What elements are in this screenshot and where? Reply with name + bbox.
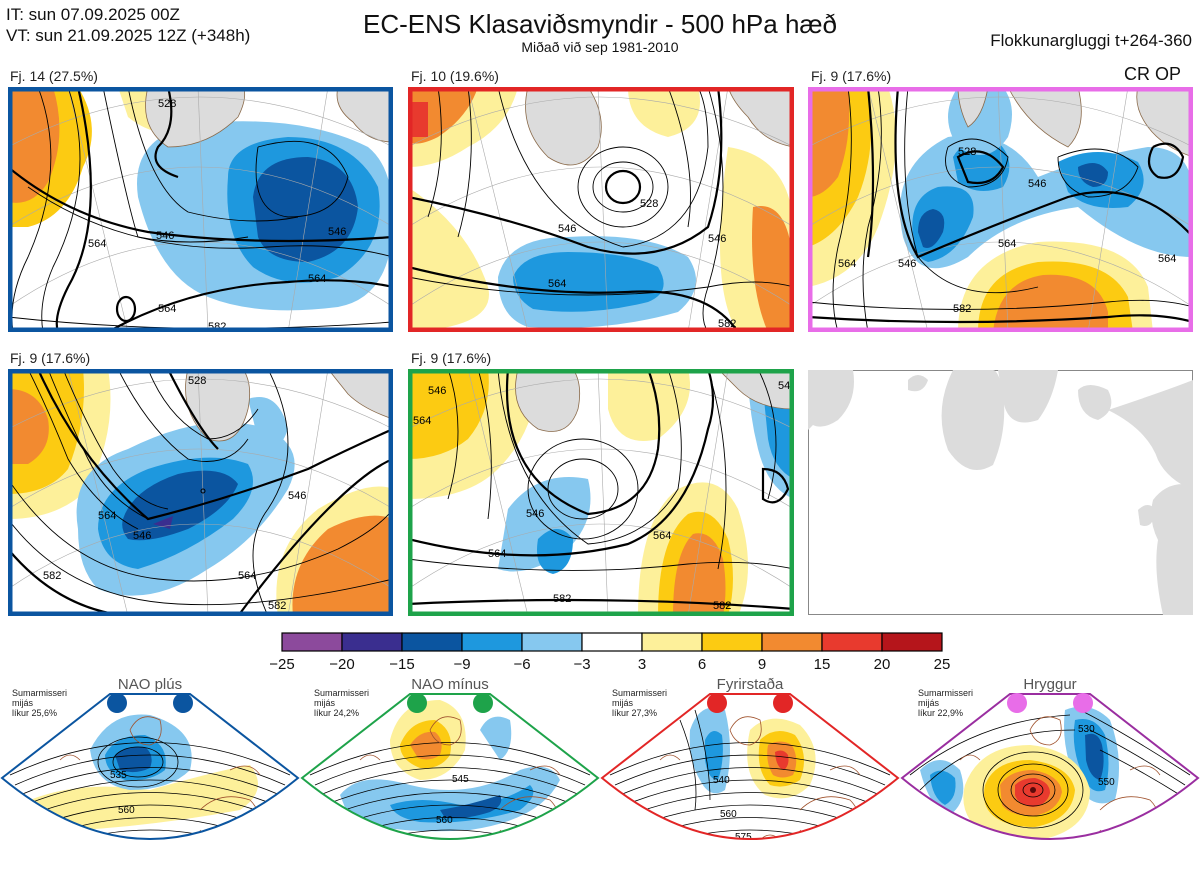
contour-label: 528 bbox=[188, 375, 206, 387]
cluster-map-5[interactable]: 546 564 546 564 564 582 582 546 bbox=[408, 369, 794, 616]
contour-label: 575 bbox=[735, 832, 752, 843]
contour-label: 560 bbox=[720, 809, 737, 820]
colorbar-tick-label: 15 bbox=[813, 656, 831, 673]
contour-label: 564 bbox=[98, 510, 116, 522]
colorbar bbox=[280, 632, 944, 652]
colorbar-tick-label: −6 bbox=[513, 656, 531, 673]
regime-info-nao-plus: Sumarmisseri mijás líkur 25,6% bbox=[12, 688, 68, 718]
colorbar-segment bbox=[281, 632, 343, 652]
colorbar-tick-label: −9 bbox=[453, 656, 471, 673]
contour-label: 564 bbox=[488, 548, 506, 560]
regime-map-ridge[interactable]: 530 550 575 bbox=[900, 690, 1200, 871]
contour-label: 575 bbox=[446, 850, 463, 861]
cluster-map-1[interactable]: 546 546 564 564 564 582 528 bbox=[8, 87, 393, 332]
contour-label: 564 bbox=[1158, 253, 1176, 265]
colorbar-segment bbox=[461, 632, 523, 652]
colorbar-tick-label: 25 bbox=[933, 656, 951, 673]
page-subtitle: Miðað við sep 1981-2010 bbox=[521, 39, 679, 55]
contour-label: 564 bbox=[653, 530, 671, 542]
contour-label: 540 bbox=[713, 775, 730, 786]
regime-info-blocking: Sumarmisseri mijás líkur 27,3% bbox=[612, 688, 668, 718]
contour-label: 560 bbox=[118, 805, 135, 816]
colorbar-tick-label: 6 bbox=[697, 656, 707, 673]
colorbar-segment bbox=[701, 632, 763, 652]
contour-label: 564 bbox=[308, 273, 326, 285]
contour-label: 564 bbox=[548, 278, 566, 290]
colorbar-segment bbox=[881, 632, 943, 652]
contour-label: 545 bbox=[452, 774, 469, 785]
contour-label: 546 bbox=[526, 508, 544, 520]
valid-time: VT: sun 21.09.2025 12Z (+348h) bbox=[6, 26, 251, 45]
contour-label: 546 bbox=[1028, 178, 1046, 190]
contour-label: 546 bbox=[328, 226, 346, 238]
regime-title-nao-minus: NAO mínus bbox=[411, 676, 489, 693]
colorbar-tick-label: 3 bbox=[637, 656, 647, 673]
reference-map bbox=[808, 370, 1193, 615]
regime-map-nao-minus[interactable]: 545 560 575 bbox=[300, 690, 600, 871]
colorbar-segment bbox=[581, 632, 643, 652]
contour-label: 546 bbox=[288, 490, 306, 502]
colorbar-tick-label: −25 bbox=[269, 656, 295, 673]
contour-label: 582 bbox=[208, 321, 226, 332]
contour-label: 546 bbox=[898, 258, 916, 270]
contour-label: 564 bbox=[238, 570, 256, 582]
regime-title-ridge: Hryggur bbox=[1023, 676, 1077, 693]
colorbar-tick-label: −20 bbox=[329, 656, 355, 673]
colorbar-tick-label: −15 bbox=[389, 656, 415, 673]
regime-title-blocking: Fyrirstaða bbox=[716, 676, 784, 693]
contour-label: 582 bbox=[953, 303, 971, 315]
colorbar-tick-label: 9 bbox=[757, 656, 767, 673]
panel-4-label: Fj. 9 (17.6%) bbox=[10, 350, 91, 366]
contour-label: 564 bbox=[88, 238, 106, 250]
colorbar-segment bbox=[821, 632, 883, 652]
contour-label: 546 bbox=[428, 385, 446, 397]
cluster-map-2[interactable]: 528 546 564 546 582 bbox=[408, 87, 794, 332]
colorbar-tick-label: 20 bbox=[873, 656, 891, 673]
contour-label: 528 bbox=[158, 98, 176, 110]
colorbar-tick-label: −3 bbox=[573, 656, 591, 673]
contour-label: 564 bbox=[158, 303, 176, 315]
panel-1-label: Fj. 14 (27.5%) bbox=[10, 68, 98, 84]
contour-label: 575 bbox=[1090, 837, 1107, 848]
contour-label: 546 bbox=[558, 223, 576, 235]
classification-window: Flokkunargluggi t+264-360 bbox=[990, 31, 1192, 50]
colorbar-segment bbox=[341, 632, 403, 652]
cluster-map-3[interactable]: 528 546 546 564 564 582 564 bbox=[808, 87, 1193, 332]
colorbar-segment bbox=[521, 632, 583, 652]
contour-label: 528 bbox=[640, 198, 658, 210]
contour-label: 582 bbox=[553, 593, 571, 605]
panel-3-label: Fj. 9 (17.6%) bbox=[811, 68, 892, 84]
colorbar-segment bbox=[641, 632, 703, 652]
colorbar-segment bbox=[401, 632, 463, 652]
contour-label: 564 bbox=[998, 238, 1016, 250]
regime-title-nao-plus: NAO plús bbox=[117, 676, 183, 693]
contour-label: 530 bbox=[1078, 724, 1095, 735]
regime-map-nao-plus[interactable]: 535 560 bbox=[0, 690, 300, 871]
regime-info-ridge: Sumarmisseri mijás líkur 22,9% bbox=[918, 688, 974, 718]
contour-label: 546 bbox=[156, 230, 174, 242]
contour-label: 546 bbox=[133, 530, 151, 542]
regime-info-nao-minus: Sumarmisseri mijás líkur 24,2% bbox=[314, 688, 370, 718]
colorbar-segment bbox=[761, 632, 823, 652]
regime-code: CR OP bbox=[1124, 64, 1182, 84]
contour-label: 582 bbox=[718, 318, 736, 330]
header-times: IT: sun 07.09.2025 00Z VT: sun 21.09.202… bbox=[6, 4, 250, 46]
page-title: EC-ENS Klasaviðsmyndir - 500 hPa hæð bbox=[363, 9, 837, 39]
contour-label: 550 bbox=[1098, 777, 1115, 788]
contour-label: 582 bbox=[268, 600, 286, 612]
contour-label: 535 bbox=[110, 770, 127, 781]
contour-label: 564 bbox=[838, 258, 856, 270]
contour-label: 582 bbox=[713, 600, 731, 612]
contour-label: 546 bbox=[708, 233, 726, 245]
contour-label: 528 bbox=[958, 146, 976, 158]
contour-label: 560 bbox=[436, 815, 453, 826]
initial-time: IT: sun 07.09.2025 00Z bbox=[6, 5, 180, 24]
panel-5-label: Fj. 9 (17.6%) bbox=[411, 350, 492, 366]
contour-label: 564 bbox=[413, 415, 431, 427]
regime-map-blocking[interactable]: 540 560 575 bbox=[600, 690, 900, 871]
cluster-map-4[interactable]: 528 546 564 546 564 582 582 bbox=[8, 369, 393, 616]
panel-2-label: Fj. 10 (19.6%) bbox=[411, 68, 499, 84]
contour-label: 582 bbox=[43, 570, 61, 582]
